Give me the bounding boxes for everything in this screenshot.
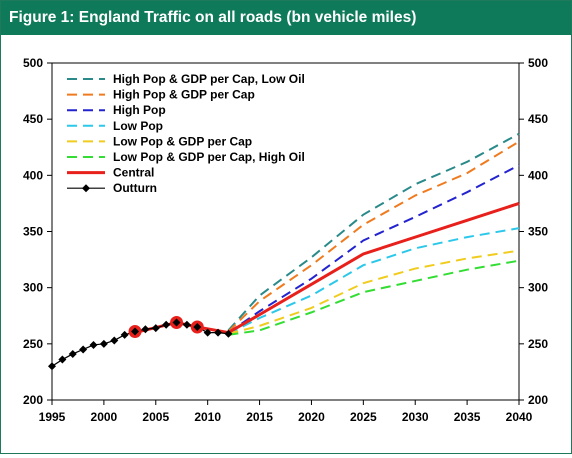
legend-label: Central [113, 166, 154, 180]
line-chart: 200 200 250 250 300 300 350 350 400 400 450 450 500 5… [23, 56, 548, 424]
outturn-point [182, 320, 191, 329]
outturn-point [68, 349, 77, 358]
y-tick-label-left: 350 [23, 225, 43, 239]
legend-label: High Pop & GDP per Cap, Low Oil [113, 72, 305, 86]
legend-label: Low Pop & GDP per Cap [113, 134, 252, 148]
x-tick-label: 2020 [298, 410, 325, 424]
outturn-point [162, 320, 171, 329]
y-tick-label-right: 450 [528, 112, 548, 126]
x-tick-label: 2025 [350, 410, 377, 424]
outturn-point [110, 336, 119, 345]
outturn-point [203, 328, 212, 337]
series-line [228, 249, 520, 335]
legend-marker [82, 184, 90, 193]
outturn-point [214, 328, 223, 337]
x-tick-label: 2030 [402, 410, 429, 424]
series-line [227, 227, 520, 335]
y-tick-label-right: 250 [528, 337, 548, 351]
y-tick-label-left: 250 [23, 337, 43, 351]
x-tick-label: 1995 [39, 410, 66, 424]
y-tick-label-right: 400 [528, 168, 548, 182]
x-tick-label: 2000 [91, 410, 118, 424]
chart-area: 200 200 250 250 300 300 350 350 400 400 450 450 500 5… [1, 35, 571, 453]
outturn-point [99, 339, 108, 348]
title-bar: Figure 1: England Traffic on all roads (… [1, 1, 571, 35]
outturn-point [120, 330, 129, 339]
outturn-point [131, 327, 140, 336]
outturn-point [151, 324, 160, 333]
y-tick-label-left: 400 [23, 168, 43, 182]
chart-title: Figure 1: England Traffic on all roads (… [9, 9, 417, 26]
legend-label: High Pop [113, 103, 166, 117]
series-line [227, 132, 520, 332]
x-tick-label: 2035 [454, 410, 481, 424]
outturn-point [172, 318, 181, 327]
y-tick-label-right: 200 [528, 393, 548, 407]
legend-label: Low Pop [113, 119, 163, 133]
y-tick-label-left: 500 [23, 56, 43, 70]
series-line [227, 164, 520, 334]
outturn-point [79, 345, 88, 354]
x-tick-label: 2010 [194, 410, 221, 424]
legend-label: High Pop & GDP per Cap [113, 88, 255, 102]
legend-label: Low Pop & GDP per Cap, High Oil [113, 150, 305, 164]
series-line [227, 140, 520, 333]
series-line [228, 259, 520, 336]
y-tick-label-left: 200 [23, 393, 43, 407]
y-tick-label-left: 450 [23, 112, 43, 126]
x-tick-label: 2005 [142, 410, 169, 424]
x-tick-label: 2015 [246, 410, 273, 424]
x-tick-label: 2040 [506, 410, 533, 424]
outturn-point [193, 322, 202, 331]
outturn-point [48, 362, 56, 371]
legend-label: Outturn [113, 181, 157, 195]
outturn-point [89, 340, 98, 349]
outturn-point [224, 329, 233, 338]
outturn-point [58, 355, 67, 364]
y-tick-label-right: 300 [528, 281, 548, 295]
y-tick-label-right: 500 [528, 56, 548, 70]
y-tick-label-right: 350 [528, 225, 548, 239]
y-tick-label-left: 300 [23, 281, 43, 295]
outturn-point [141, 325, 150, 334]
